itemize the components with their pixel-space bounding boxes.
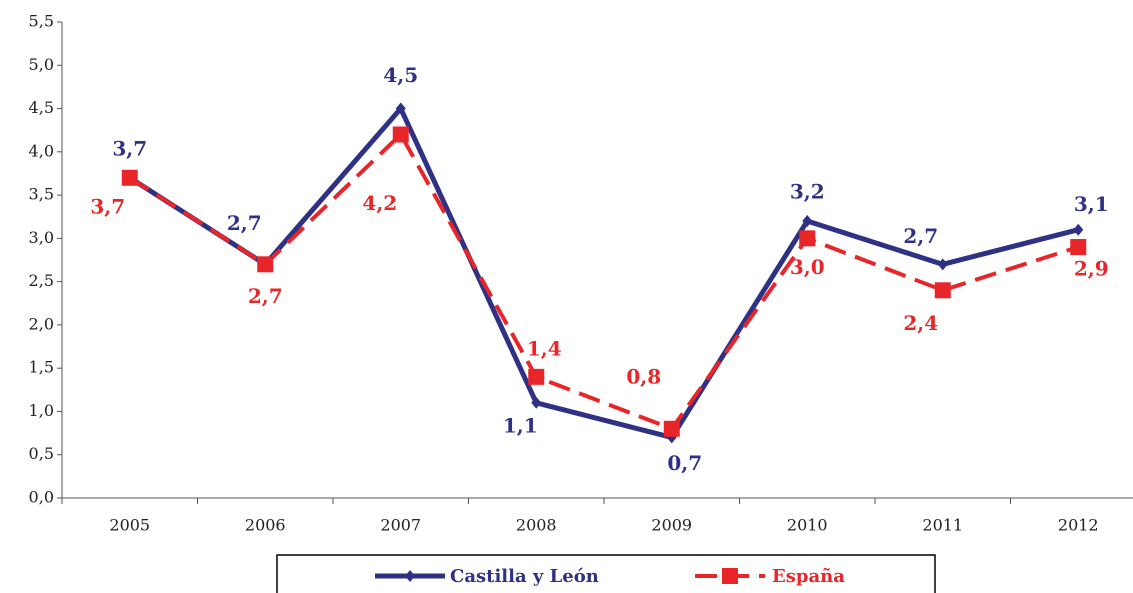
series-line — [128, 106, 1079, 440]
y-tick-label: 2,0 — [29, 314, 54, 333]
data-label: 3,2 — [790, 180, 825, 204]
data-label: 3,7 — [112, 136, 147, 160]
y-tick-label: 0,5 — [29, 444, 54, 463]
data-label: 1,4 — [527, 336, 562, 360]
marker — [937, 258, 948, 271]
marker — [934, 282, 951, 299]
y-tick-label: 3,5 — [29, 185, 54, 204]
marker — [531, 396, 542, 409]
data-label: 0,8 — [626, 364, 661, 388]
series-line — [128, 132, 1079, 431]
data-label: 1,1 — [503, 413, 538, 437]
x-tick-label: 2011 — [922, 516, 963, 535]
data-label: 3,0 — [790, 255, 825, 279]
legend-marker — [405, 570, 415, 582]
y-tick-label: 2,5 — [29, 271, 54, 290]
legend-label: Castilla y León — [450, 566, 599, 587]
y-tick-label: 5,5 — [29, 12, 54, 31]
data-label: 2,7 — [248, 284, 283, 308]
legend-marker — [722, 568, 738, 584]
marker — [257, 256, 274, 273]
x-tick-label: 2005 — [109, 516, 150, 535]
data-label: 4,2 — [362, 191, 397, 215]
x-tick-label: 2010 — [787, 516, 828, 535]
x-tick-label: 2006 — [245, 516, 286, 535]
x-tick-label: 2009 — [651, 516, 692, 535]
marker — [663, 420, 680, 437]
x-tick-label: 2012 — [1058, 516, 1099, 535]
data-label: 3,1 — [1074, 192, 1109, 216]
data-label: 2,4 — [903, 311, 938, 335]
marker — [121, 169, 138, 186]
y-tick-label: 4,0 — [29, 141, 54, 160]
y-tick-label: 3,0 — [29, 228, 54, 247]
marker — [1070, 239, 1087, 256]
marker — [392, 126, 409, 143]
y-tick-label: 1,5 — [29, 358, 54, 377]
y-tick-label: 4,5 — [29, 98, 54, 117]
data-label: 0,7 — [667, 451, 702, 475]
y-tick-label: 1,0 — [29, 401, 54, 420]
data-label: 2,9 — [1074, 257, 1109, 281]
data-label: 2,7 — [903, 224, 938, 248]
marker — [1073, 223, 1084, 236]
x-tick-label: 2008 — [516, 516, 557, 535]
marker — [528, 368, 545, 385]
marker — [799, 230, 816, 247]
data-label: 2,7 — [227, 211, 262, 235]
y-tick-label: 0,0 — [29, 488, 54, 507]
data-label: 3,7 — [90, 194, 125, 218]
marker — [802, 215, 813, 228]
y-tick-label: 5,0 — [29, 55, 54, 74]
marker — [395, 102, 406, 115]
x-tick-label: 2007 — [380, 516, 421, 535]
data-label: 4,5 — [383, 63, 418, 87]
legend-label: España — [772, 566, 845, 587]
